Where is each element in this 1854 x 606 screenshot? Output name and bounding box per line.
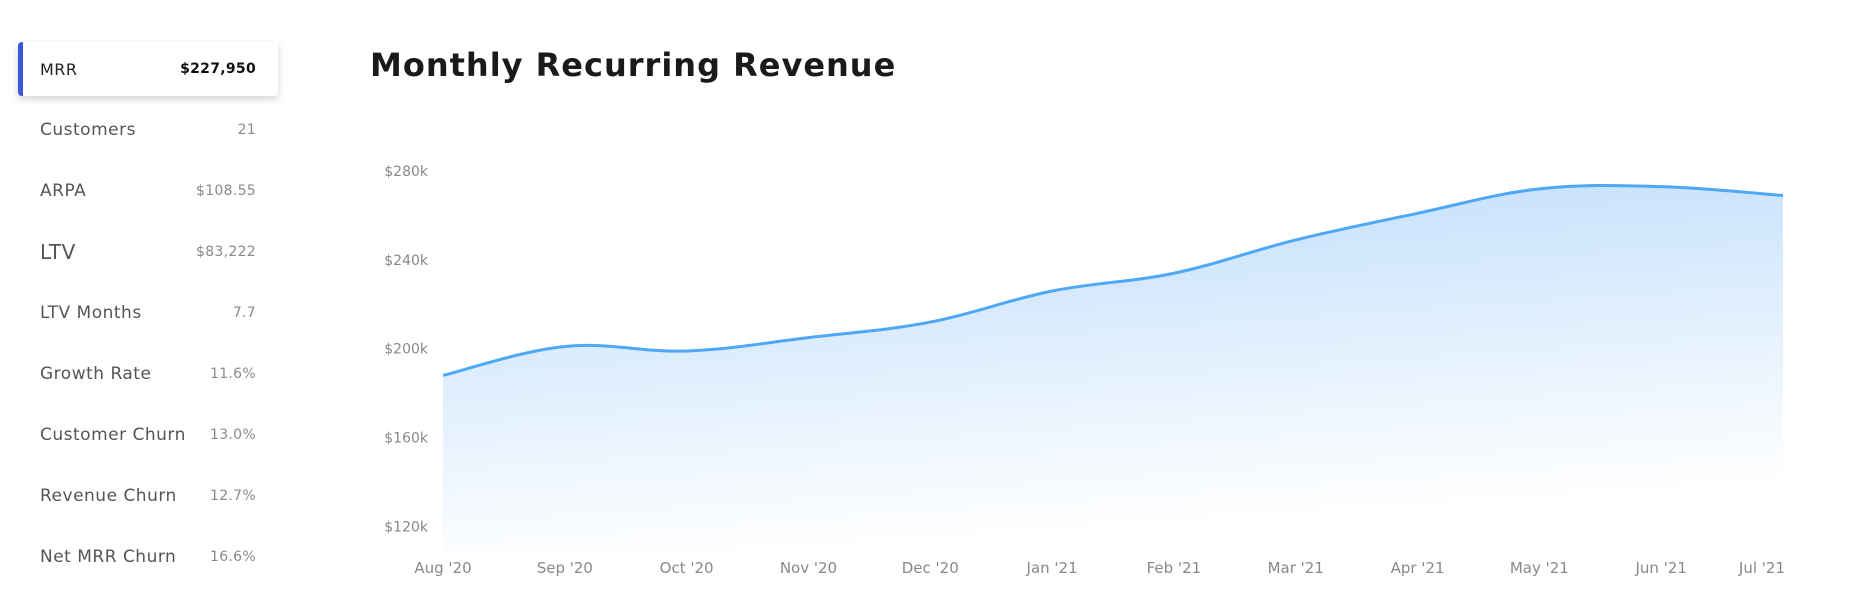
x-tick-label: Feb '21 [1147, 559, 1202, 577]
metric-item-mrr[interactable]: MRR $227,950 [18, 42, 278, 96]
x-tick-label: Aug '20 [414, 559, 471, 577]
x-tick-label: Jun '21 [1634, 559, 1686, 577]
x-tick-label: Jan '21 [1026, 559, 1078, 577]
y-tick-label: $160k [384, 431, 429, 447]
metric-label: ARPA [40, 181, 87, 201]
x-tick-label: Mar '21 [1268, 559, 1324, 577]
x-axis: Aug '20 Sep '20 Oct '20 Nov '20 Dec '20 Jan '… [414, 559, 1785, 577]
mrr-area-fill [443, 185, 1783, 553]
metric-value: $83,222 [196, 244, 256, 260]
data-point [1171, 270, 1177, 276]
metrics-list: MRR $227,950 Customers 21 ARPA $108.55 LTV $83,… [18, 42, 278, 591]
x-tick-label: Dec '20 [902, 559, 959, 577]
metric-label: LTV [40, 240, 76, 264]
data-point [684, 348, 690, 354]
x-tick-label: Oct '20 [660, 559, 714, 577]
chart-title: Monthly Recurring Revenue [370, 46, 897, 84]
x-tick-label: Apr '21 [1391, 559, 1445, 577]
metric-value: 21 [237, 122, 256, 138]
data-point [1658, 184, 1664, 190]
mrr-line [442, 184, 1784, 377]
metric-value: 16.6% [210, 549, 256, 565]
metric-label: Customer Churn [40, 425, 186, 445]
metric-item-revenue-churn[interactable]: Revenue Churn 12.7% [18, 469, 278, 523]
metric-value: $227,950 [180, 61, 256, 77]
data-point [562, 344, 568, 350]
data-point [1536, 186, 1542, 192]
metric-value: $108.55 [196, 183, 256, 199]
metric-value: 11.6% [210, 366, 256, 382]
data-point [805, 335, 811, 341]
x-tick-label: Jul '21 [1738, 559, 1785, 577]
metric-label: LTV Months [40, 303, 142, 323]
metric-value: 7.7 [232, 305, 256, 321]
y-tick-label: $240k [384, 253, 429, 269]
data-point [1415, 210, 1421, 216]
data-point [1293, 237, 1299, 243]
y-tick-label: $120k [384, 519, 429, 535]
metric-label: MRR [40, 59, 78, 79]
metric-item-growth-rate[interactable]: Growth Rate 11.6% [18, 347, 278, 401]
x-tick-label: Nov '20 [780, 559, 837, 577]
metric-label: Revenue Churn [40, 486, 177, 506]
metric-value: 13.0% [210, 427, 256, 443]
data-point [1049, 288, 1055, 294]
metric-item-arpa[interactable]: ARPA $108.55 [18, 164, 278, 218]
x-tick-label: May '21 [1510, 559, 1569, 577]
metric-item-net-mrr-churn[interactable]: Net MRR Churn 16.6% [18, 530, 278, 584]
data-point [927, 319, 933, 325]
data-point [440, 372, 446, 378]
metric-label: Growth Rate [40, 364, 152, 384]
y-tick-label: $280k [384, 164, 429, 180]
y-axis: $120k $160k $200k $240k $280k [384, 164, 429, 535]
metric-item-ltv[interactable]: LTV $83,222 [18, 225, 278, 279]
y-tick-label: $200k [384, 342, 429, 358]
metric-item-ltv-months[interactable]: LTV Months 7.7 [18, 286, 278, 340]
metric-label: Customers [40, 120, 136, 140]
x-tick-label: Sep '20 [537, 559, 593, 577]
metric-value: 12.7% [210, 488, 256, 504]
metric-item-customers[interactable]: Customers 21 [18, 103, 278, 157]
data-point [1780, 193, 1786, 199]
metric-label: Net MRR Churn [40, 547, 177, 567]
metric-item-customer-churn[interactable]: Customer Churn 13.0% [18, 408, 278, 462]
